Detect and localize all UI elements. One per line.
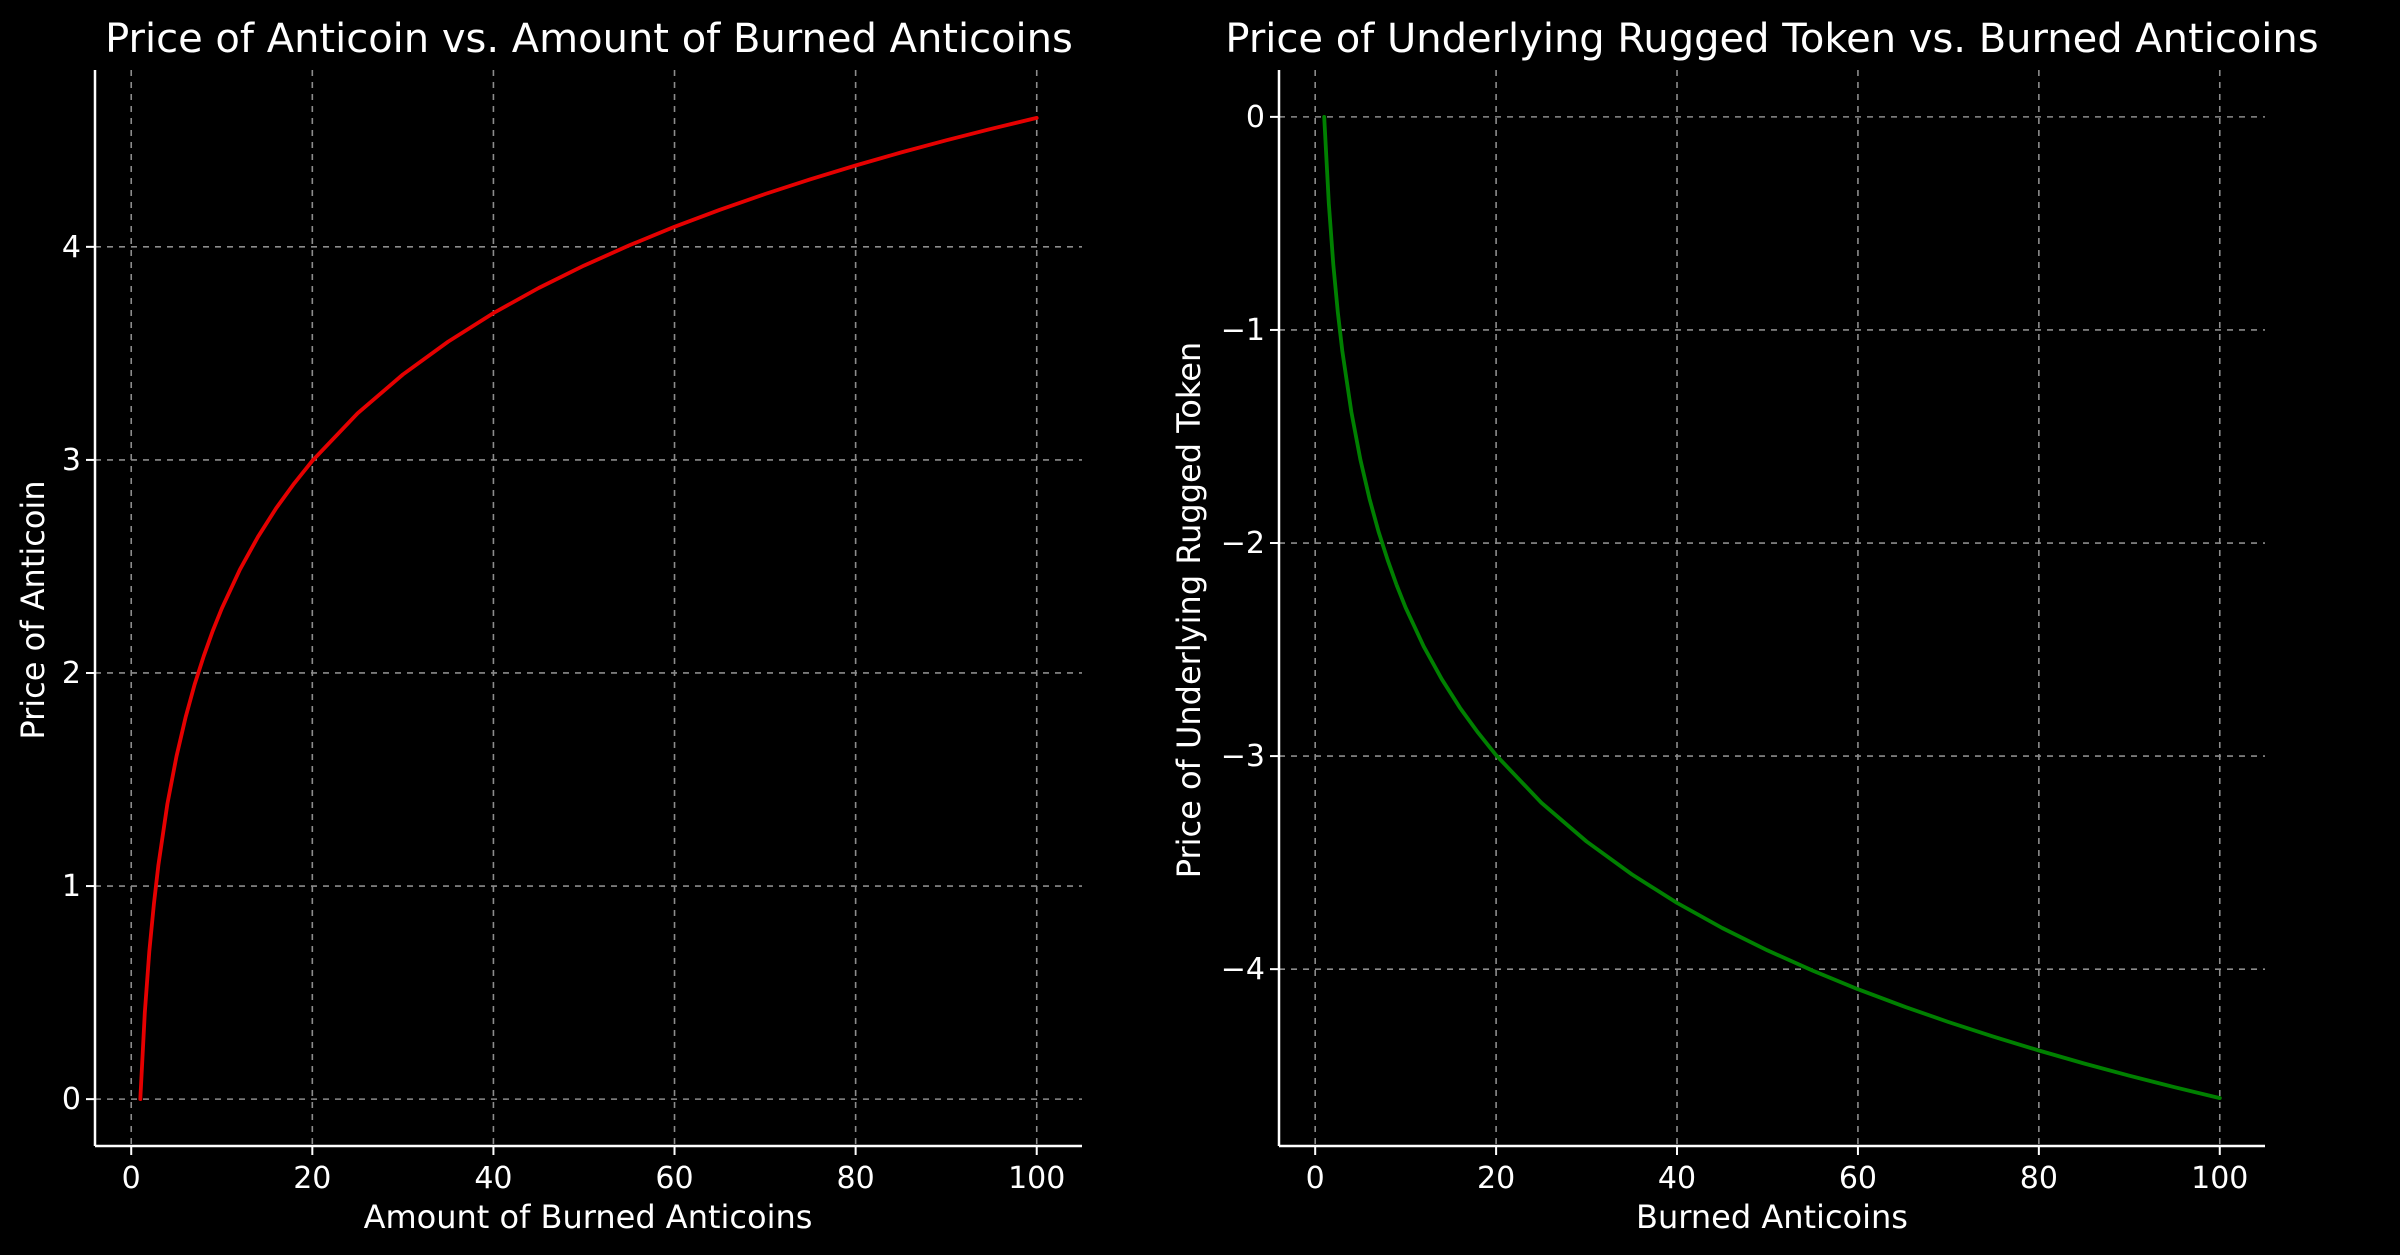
left-x-tick-label: 0 <box>122 1161 141 1196</box>
left-x-tick-label: 60 <box>655 1161 693 1196</box>
left-y-tick-label: 0 <box>62 1082 81 1117</box>
left-gridlines <box>95 70 1082 1146</box>
left-x-tick-label: 40 <box>474 1161 512 1196</box>
right-y-axis-label: Price of Underlying Rugged Token <box>1170 342 1208 879</box>
left-axes <box>93 70 1082 1148</box>
left-y-tick-label: 4 <box>62 230 81 265</box>
left-ticks: 0 20 40 60 80 100 0 1 2 3 4 <box>62 230 1065 1196</box>
right-x-axis-label: Burned Anticoins <box>1636 1198 1908 1236</box>
right-ticks: 0 20 40 60 80 100 0 −1 −2 −3 −4 <box>1221 100 2249 1196</box>
left-x-tick-label: 80 <box>837 1161 875 1196</box>
left-y-tick-label: 1 <box>62 869 81 904</box>
left-series-line <box>138 116 1039 1101</box>
right-series-layer <box>1322 115 2222 1100</box>
left-y-tick-label: 2 <box>62 656 81 691</box>
left-x-tick-label: 20 <box>293 1161 331 1196</box>
left-chart-panel: Price of Anticoin vs. Amount of Burned A… <box>14 16 1082 1236</box>
right-x-tick-label: 100 <box>2191 1161 2248 1196</box>
right-y-tick-label: −1 <box>1221 313 1265 348</box>
left-chart-title: Price of Anticoin vs. Amount of Burned A… <box>105 16 1073 62</box>
right-x-tick-label: 60 <box>1839 1161 1877 1196</box>
right-chart-title: Price of Underlying Rugged Token vs. Bur… <box>1225 16 2318 62</box>
right-y-tick-label: −3 <box>1221 739 1265 774</box>
left-x-axis-label: Amount of Burned Anticoins <box>364 1198 813 1236</box>
right-axes <box>1277 70 2265 1148</box>
right-series-line <box>1322 115 2222 1100</box>
right-chart-panel: Price of Underlying Rugged Token vs. Bur… <box>1170 16 2319 1236</box>
left-series-layer <box>138 116 1039 1101</box>
right-gridlines <box>1279 70 2265 1146</box>
right-y-tick-label: −4 <box>1221 952 1265 987</box>
right-x-tick-label: 0 <box>1306 1161 1325 1196</box>
left-y-axis-label: Price of Anticoin <box>14 480 52 739</box>
right-x-tick-label: 80 <box>2020 1161 2058 1196</box>
left-x-tick-label: 100 <box>1008 1161 1065 1196</box>
right-x-tick-label: 40 <box>1658 1161 1696 1196</box>
right-y-tick-label: 0 <box>1246 100 1265 135</box>
left-y-tick-label: 3 <box>62 443 81 478</box>
right-y-tick-label: −2 <box>1221 526 1265 561</box>
right-x-tick-label: 20 <box>1477 1161 1515 1196</box>
